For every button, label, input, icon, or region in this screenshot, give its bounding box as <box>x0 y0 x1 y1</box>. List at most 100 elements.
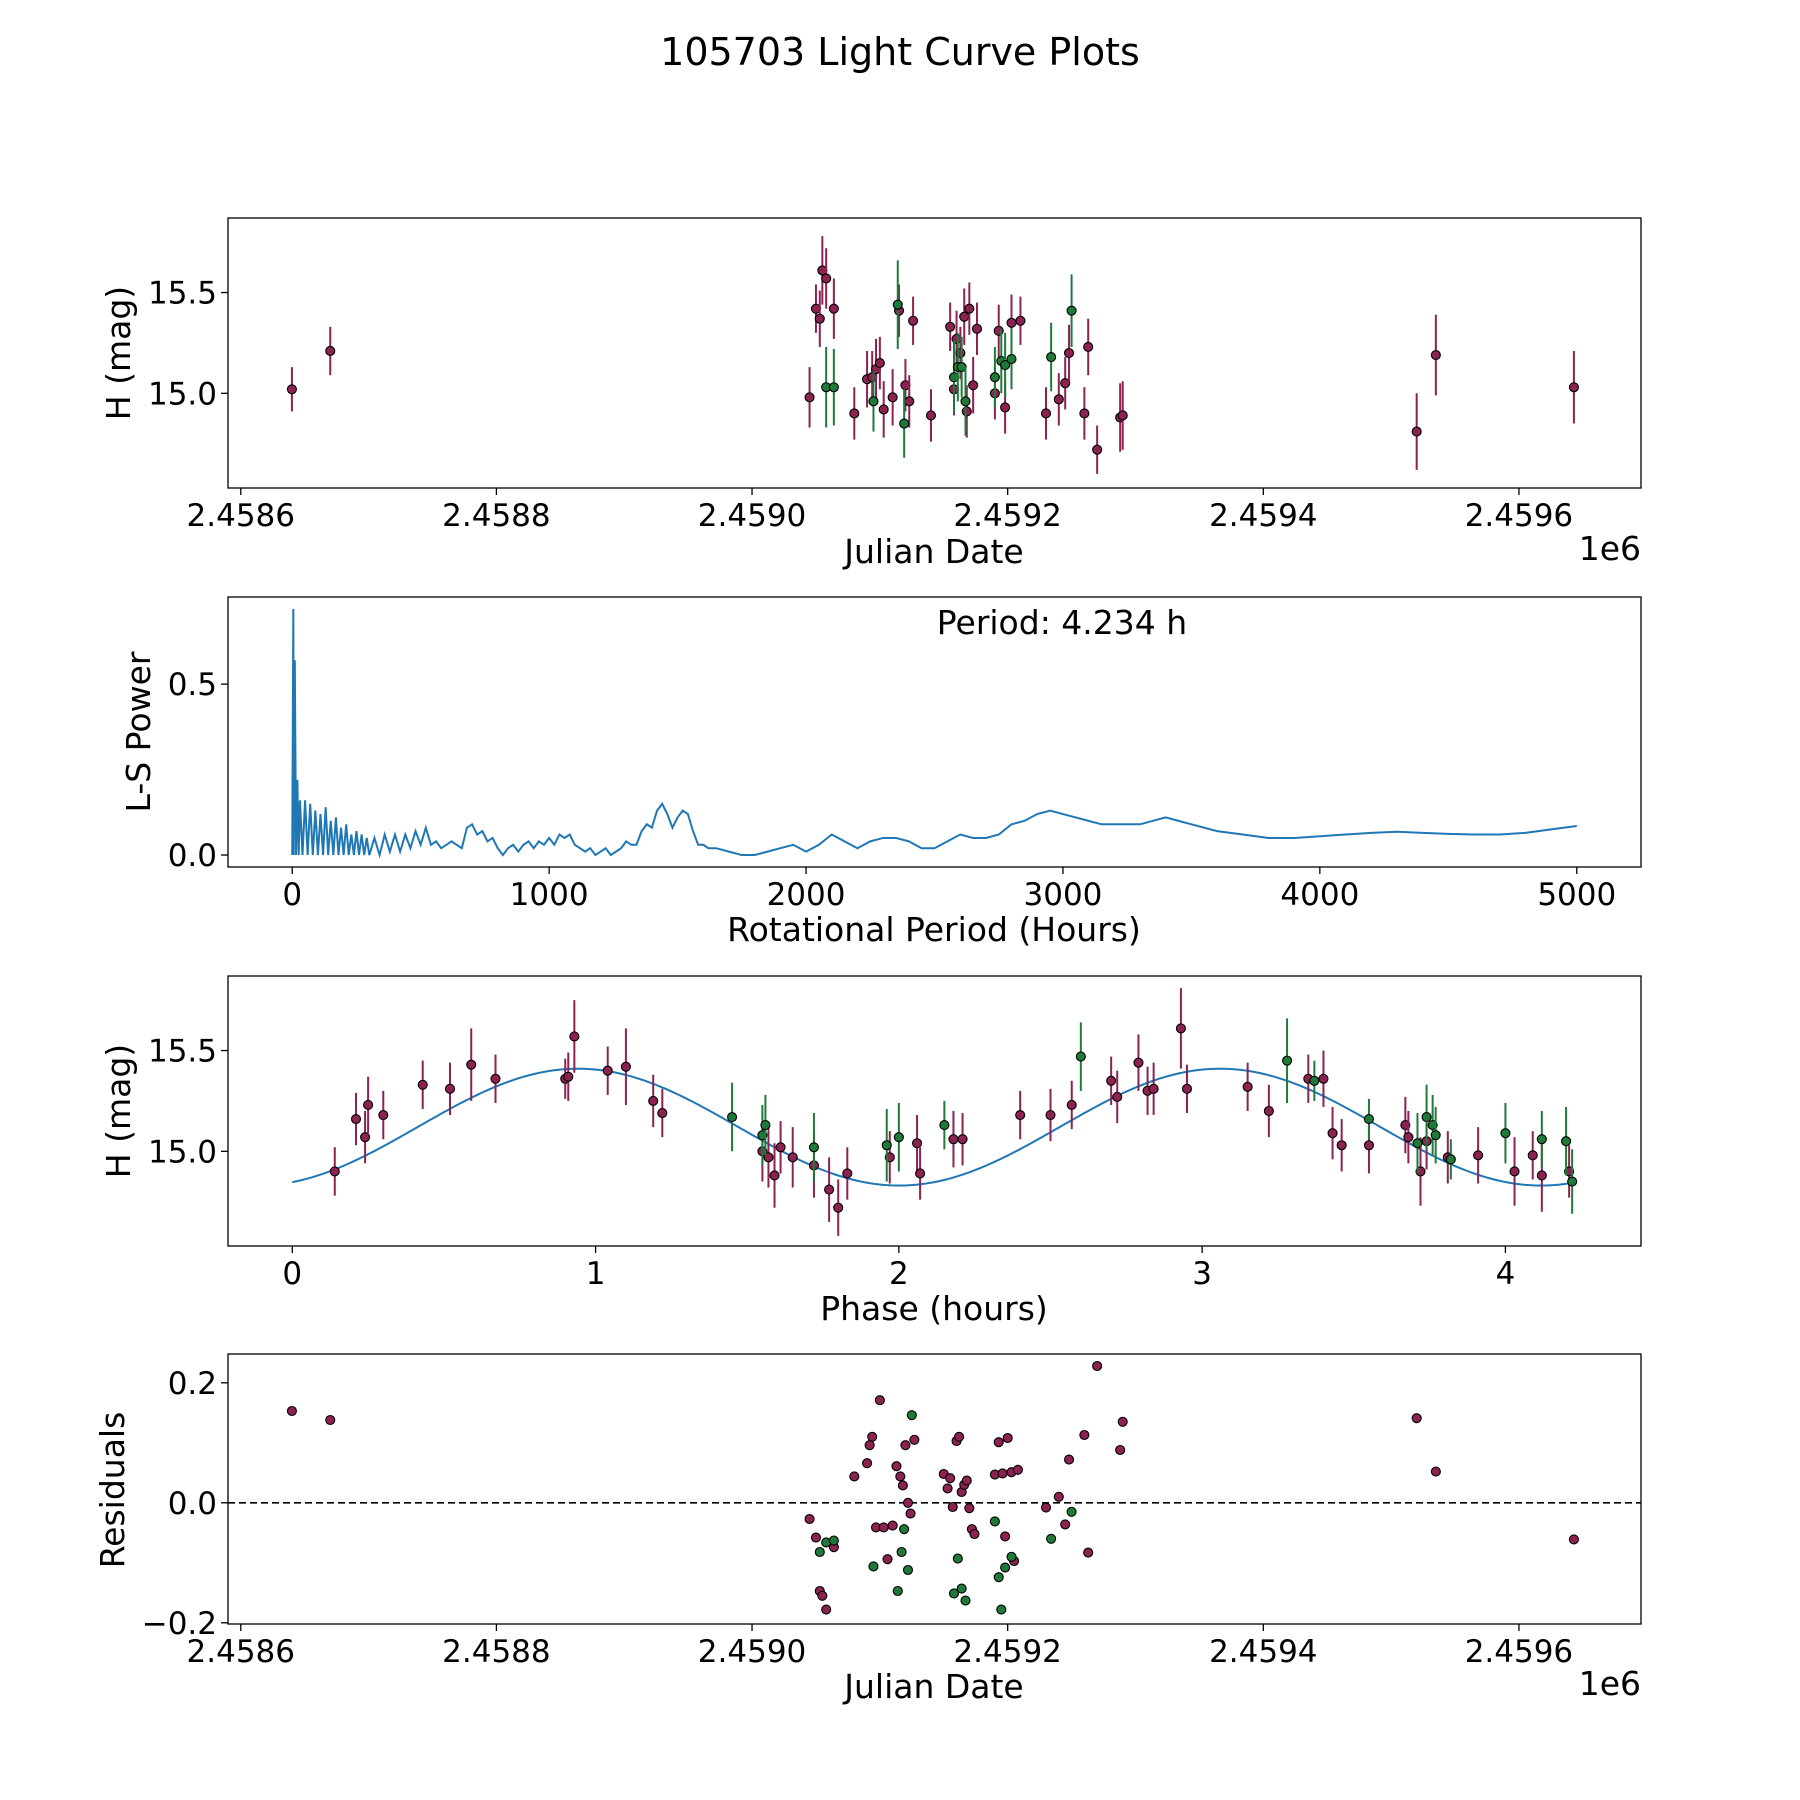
data-point-red <box>948 1134 959 1145</box>
data-point-red <box>1060 378 1071 389</box>
data-point-red <box>329 1166 340 1177</box>
data-point-green <box>828 382 839 393</box>
data-point-green <box>952 1553 963 1564</box>
data-point-red <box>814 313 825 324</box>
data-point-red <box>821 273 832 284</box>
data-point-red <box>1181 1083 1193 1094</box>
y-axis: 0.0 0.5 <box>168 667 228 874</box>
data-point-red <box>769 1170 780 1181</box>
panel-residuals: 2.4586 2.4588 2.4590 2.4592 2.4594 2.4596 −0.… <box>93 1353 1642 1706</box>
axes-frame <box>227 1353 1642 1625</box>
data-point-green <box>996 1604 1007 1615</box>
data-point-red <box>964 303 975 314</box>
data-point-green <box>1536 1134 1547 1145</box>
data-point-red <box>1403 1132 1414 1143</box>
data-point-green <box>1066 305 1077 316</box>
data-point-green <box>1500 1128 1511 1139</box>
data-point-red <box>1063 1454 1075 1465</box>
data-point-red <box>1040 408 1052 419</box>
data-point-red <box>1242 1081 1253 1092</box>
data-point-red <box>1568 382 1579 393</box>
data-point-red <box>1148 1083 1159 1094</box>
data-point-green <box>893 1132 904 1143</box>
data-point-red <box>325 1414 336 1426</box>
data-point-red <box>1053 1491 1064 1502</box>
y-tick-label: 0.2 <box>168 1366 217 1402</box>
x-tick-label: 2.4590 <box>698 1634 806 1670</box>
x-tick-label: 0 <box>282 1256 302 1292</box>
data-point-red <box>620 1061 631 1072</box>
data-point-red <box>942 1483 953 1494</box>
y-axis-label: Residuals <box>93 1412 132 1569</box>
data-point-red <box>945 321 956 332</box>
data-point-red <box>1083 341 1094 353</box>
data-point-green <box>896 1546 907 1558</box>
data-point-red <box>864 1440 875 1451</box>
axes-frame <box>227 596 1642 868</box>
x-tick-label: 2.4596 <box>1465 498 1573 534</box>
data-point-red <box>602 1065 613 1076</box>
y-axis: −0.2 0.0 0.2 <box>142 1366 228 1642</box>
data-point-red <box>1536 1170 1547 1181</box>
period-annotation: Period: 4.234 h <box>937 603 1187 642</box>
data-point-red <box>897 1480 908 1491</box>
data-point-green <box>1561 1136 1572 1147</box>
x-tick-label: 2.4594 <box>1209 498 1317 534</box>
data-point-red <box>804 1513 815 1525</box>
data-point-green <box>989 1516 1000 1527</box>
x-tick-label: 1 <box>586 1256 606 1292</box>
data-point-red <box>1079 408 1090 419</box>
data-point-red <box>909 1434 920 1445</box>
data-point-red <box>490 1073 501 1084</box>
x-offset-label: 1e6 <box>1579 529 1641 568</box>
data-point-red <box>874 358 885 369</box>
data-point-red <box>1092 444 1103 455</box>
data-point-green <box>1006 353 1017 365</box>
y-axis: 15.0 15.5 <box>148 1034 228 1170</box>
data-point-red <box>1430 1466 1441 1477</box>
data-point-red <box>1263 1105 1274 1117</box>
data-point-red <box>466 1059 477 1070</box>
data-point-green <box>808 1142 819 1153</box>
axes-frame <box>227 217 1642 489</box>
data-point-red <box>360 1132 371 1143</box>
data-point-red <box>1117 410 1128 421</box>
data-point-red <box>286 1405 297 1417</box>
x-tick-label: 3000 <box>1024 877 1103 913</box>
x-axis: 2.4586 2.4588 2.4590 2.4592 2.4594 2.4596 <box>187 488 1573 534</box>
data-point-red <box>828 303 839 314</box>
data-point-green <box>960 1595 971 1606</box>
data-layer <box>286 236 1579 474</box>
x-axis: 2.4586 2.4588 2.4590 2.4592 2.4594 2.4596 <box>187 1624 1573 1670</box>
data-point-red <box>1568 1534 1579 1545</box>
data-point-red <box>810 1532 822 1543</box>
data-point-red <box>1012 1464 1023 1475</box>
y-tick-label: 15.0 <box>148 376 217 412</box>
data-point-red <box>878 404 889 415</box>
data-point-red <box>1473 1150 1484 1161</box>
x-axis-label: Julian Date <box>842 1667 1024 1706</box>
x-tick-label: 2.4590 <box>698 498 806 534</box>
data-point-green <box>1046 351 1057 363</box>
data-point-green <box>868 1561 879 1572</box>
data-point-red <box>1083 1547 1094 1558</box>
x-tick-label: 2000 <box>767 877 846 913</box>
x-tick-label: 4 <box>1496 1256 1516 1292</box>
x-tick-label: 2.4592 <box>953 1634 1061 1670</box>
data-point-green <box>1445 1154 1456 1165</box>
data-point-red <box>648 1095 659 1106</box>
y-axis-label: H (mag) <box>99 1044 138 1178</box>
data-point-red <box>969 1528 980 1540</box>
x-tick-label: 2.4596 <box>1465 1634 1573 1670</box>
data-point-red <box>1040 1502 1052 1513</box>
data-point-red <box>350 1114 362 1125</box>
data-point-green <box>939 1120 950 1131</box>
data-point-red <box>1363 1140 1375 1151</box>
data-point-red <box>895 1471 906 1482</box>
x-tick-label: 2.4594 <box>1209 1634 1317 1670</box>
data-point-red <box>804 392 815 403</box>
data-point-red <box>878 1522 889 1533</box>
data-point-red <box>1006 317 1017 328</box>
data-point-red <box>563 1071 574 1082</box>
y-tick-label: 0.0 <box>168 1486 217 1522</box>
